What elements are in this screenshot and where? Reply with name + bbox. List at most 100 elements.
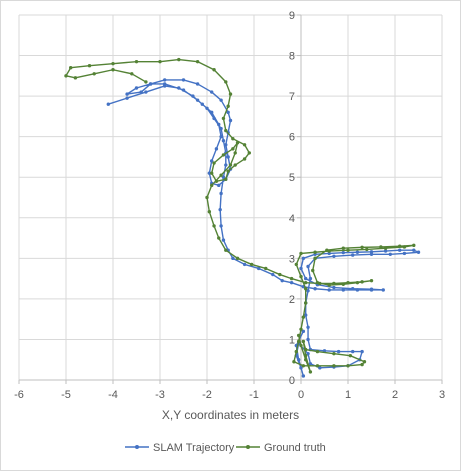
data-point	[210, 159, 214, 163]
data-point	[247, 151, 251, 155]
data-point	[144, 80, 148, 84]
data-point	[207, 209, 212, 214]
data-point	[304, 313, 308, 317]
data-point	[231, 147, 235, 151]
data-point	[332, 351, 336, 356]
data-point	[304, 276, 308, 281]
data-point	[388, 252, 392, 256]
data-point	[327, 283, 331, 287]
data-point	[383, 249, 388, 253]
data-point	[341, 282, 345, 286]
y-tick-labels: 0 1 2 3 4 5 6 7 8 9	[289, 10, 295, 387]
data-point	[369, 278, 374, 283]
data-point	[351, 253, 355, 257]
y-tick-label: 7	[289, 91, 295, 103]
data-point	[369, 252, 374, 256]
data-point	[398, 248, 402, 252]
data-point	[217, 183, 221, 188]
data-point	[191, 94, 195, 98]
data-point	[306, 337, 310, 342]
data-point	[296, 333, 301, 338]
data-point	[69, 66, 73, 70]
y-tick-label: 1	[289, 334, 295, 346]
legend-item: Ground truth	[236, 442, 326, 454]
data-point	[217, 236, 221, 240]
data-point	[106, 102, 111, 106]
data-point	[134, 59, 139, 64]
data-point	[336, 349, 341, 354]
data-point	[144, 90, 148, 94]
legend-label: Ground truth	[264, 442, 326, 454]
data-point	[301, 256, 306, 261]
data-point	[228, 163, 233, 167]
data-point	[64, 74, 68, 78]
data-point	[341, 288, 345, 292]
x-tick-label: -2	[202, 389, 212, 401]
data-point	[369, 250, 374, 254]
data-point	[177, 86, 181, 90]
data-point	[210, 90, 214, 94]
data-point	[362, 360, 367, 364]
data-point	[306, 325, 310, 329]
data-point	[308, 276, 313, 281]
data-point	[205, 195, 209, 200]
data-point	[177, 57, 181, 62]
data-point	[210, 110, 214, 115]
data-point	[315, 349, 320, 354]
legend: SLAM Trajectory Ground truth	[125, 442, 326, 454]
data-point	[304, 280, 308, 285]
data-point	[181, 78, 186, 82]
data-point	[306, 351, 310, 356]
data-point	[355, 288, 360, 292]
data-point	[332, 281, 336, 286]
data-point	[346, 280, 350, 285]
data-point	[351, 349, 355, 354]
data-point	[304, 358, 308, 362]
data-point	[264, 266, 268, 271]
data-point	[224, 80, 228, 84]
x-tick-label: -1	[249, 389, 259, 401]
data-point	[249, 262, 254, 267]
data-point	[221, 153, 226, 157]
data-point	[299, 274, 303, 279]
data-point	[301, 374, 306, 378]
data-point	[304, 287, 308, 291]
data-point	[231, 136, 235, 141]
y-tick-label: 0	[289, 375, 295, 387]
data-point	[125, 92, 129, 96]
data-point	[235, 256, 240, 261]
data-point	[111, 61, 115, 66]
data-point	[360, 245, 364, 250]
data-point	[311, 268, 315, 273]
x-tick-label: -3	[155, 389, 165, 401]
data-point	[163, 78, 167, 82]
data-point	[224, 163, 228, 167]
data-point	[221, 116, 226, 121]
data-point	[163, 82, 167, 86]
data-point	[346, 248, 350, 252]
series-layer	[64, 57, 421, 378]
data-point	[360, 349, 364, 354]
data-point	[219, 126, 223, 131]
data-point	[351, 287, 355, 291]
x-tick-label: -6	[14, 389, 24, 401]
data-point	[219, 224, 223, 228]
data-point	[332, 285, 336, 290]
data-point	[355, 250, 360, 254]
data-point	[195, 82, 200, 86]
data-point	[341, 250, 345, 255]
data-point	[416, 250, 421, 254]
data-point	[200, 102, 204, 106]
data-point	[221, 238, 226, 242]
data-point	[365, 247, 369, 252]
data-point	[306, 289, 310, 293]
data-point	[383, 246, 388, 250]
data-point	[398, 244, 402, 248]
data-point	[228, 118, 233, 123]
data-point	[301, 339, 306, 344]
data-point	[214, 147, 219, 151]
data-point	[299, 251, 303, 256]
data-point	[299, 266, 303, 271]
data-point	[327, 249, 331, 253]
data-point	[219, 191, 223, 196]
